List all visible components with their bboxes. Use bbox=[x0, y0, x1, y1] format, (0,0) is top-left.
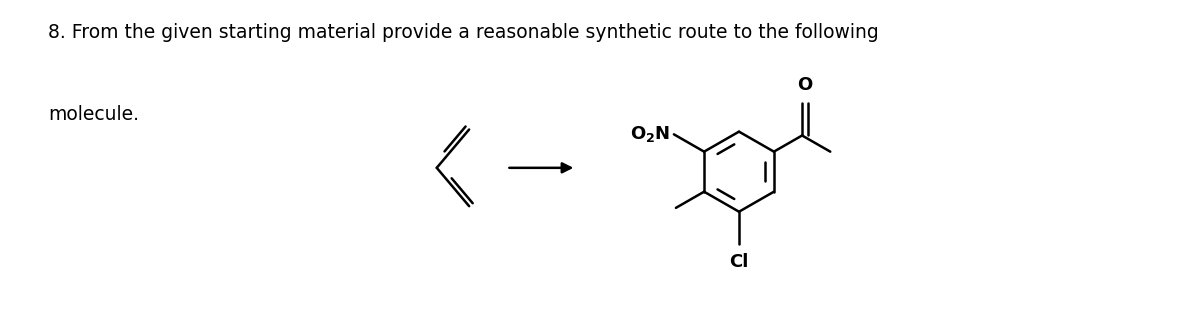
Text: $\mathbf{O_2N}$: $\mathbf{O_2N}$ bbox=[630, 124, 670, 144]
Text: 8. From the given starting material provide a reasonable synthetic route to the : 8. From the given starting material prov… bbox=[48, 23, 878, 42]
Text: Cl: Cl bbox=[730, 253, 749, 271]
Text: molecule.: molecule. bbox=[48, 105, 139, 124]
Text: O: O bbox=[797, 76, 812, 94]
